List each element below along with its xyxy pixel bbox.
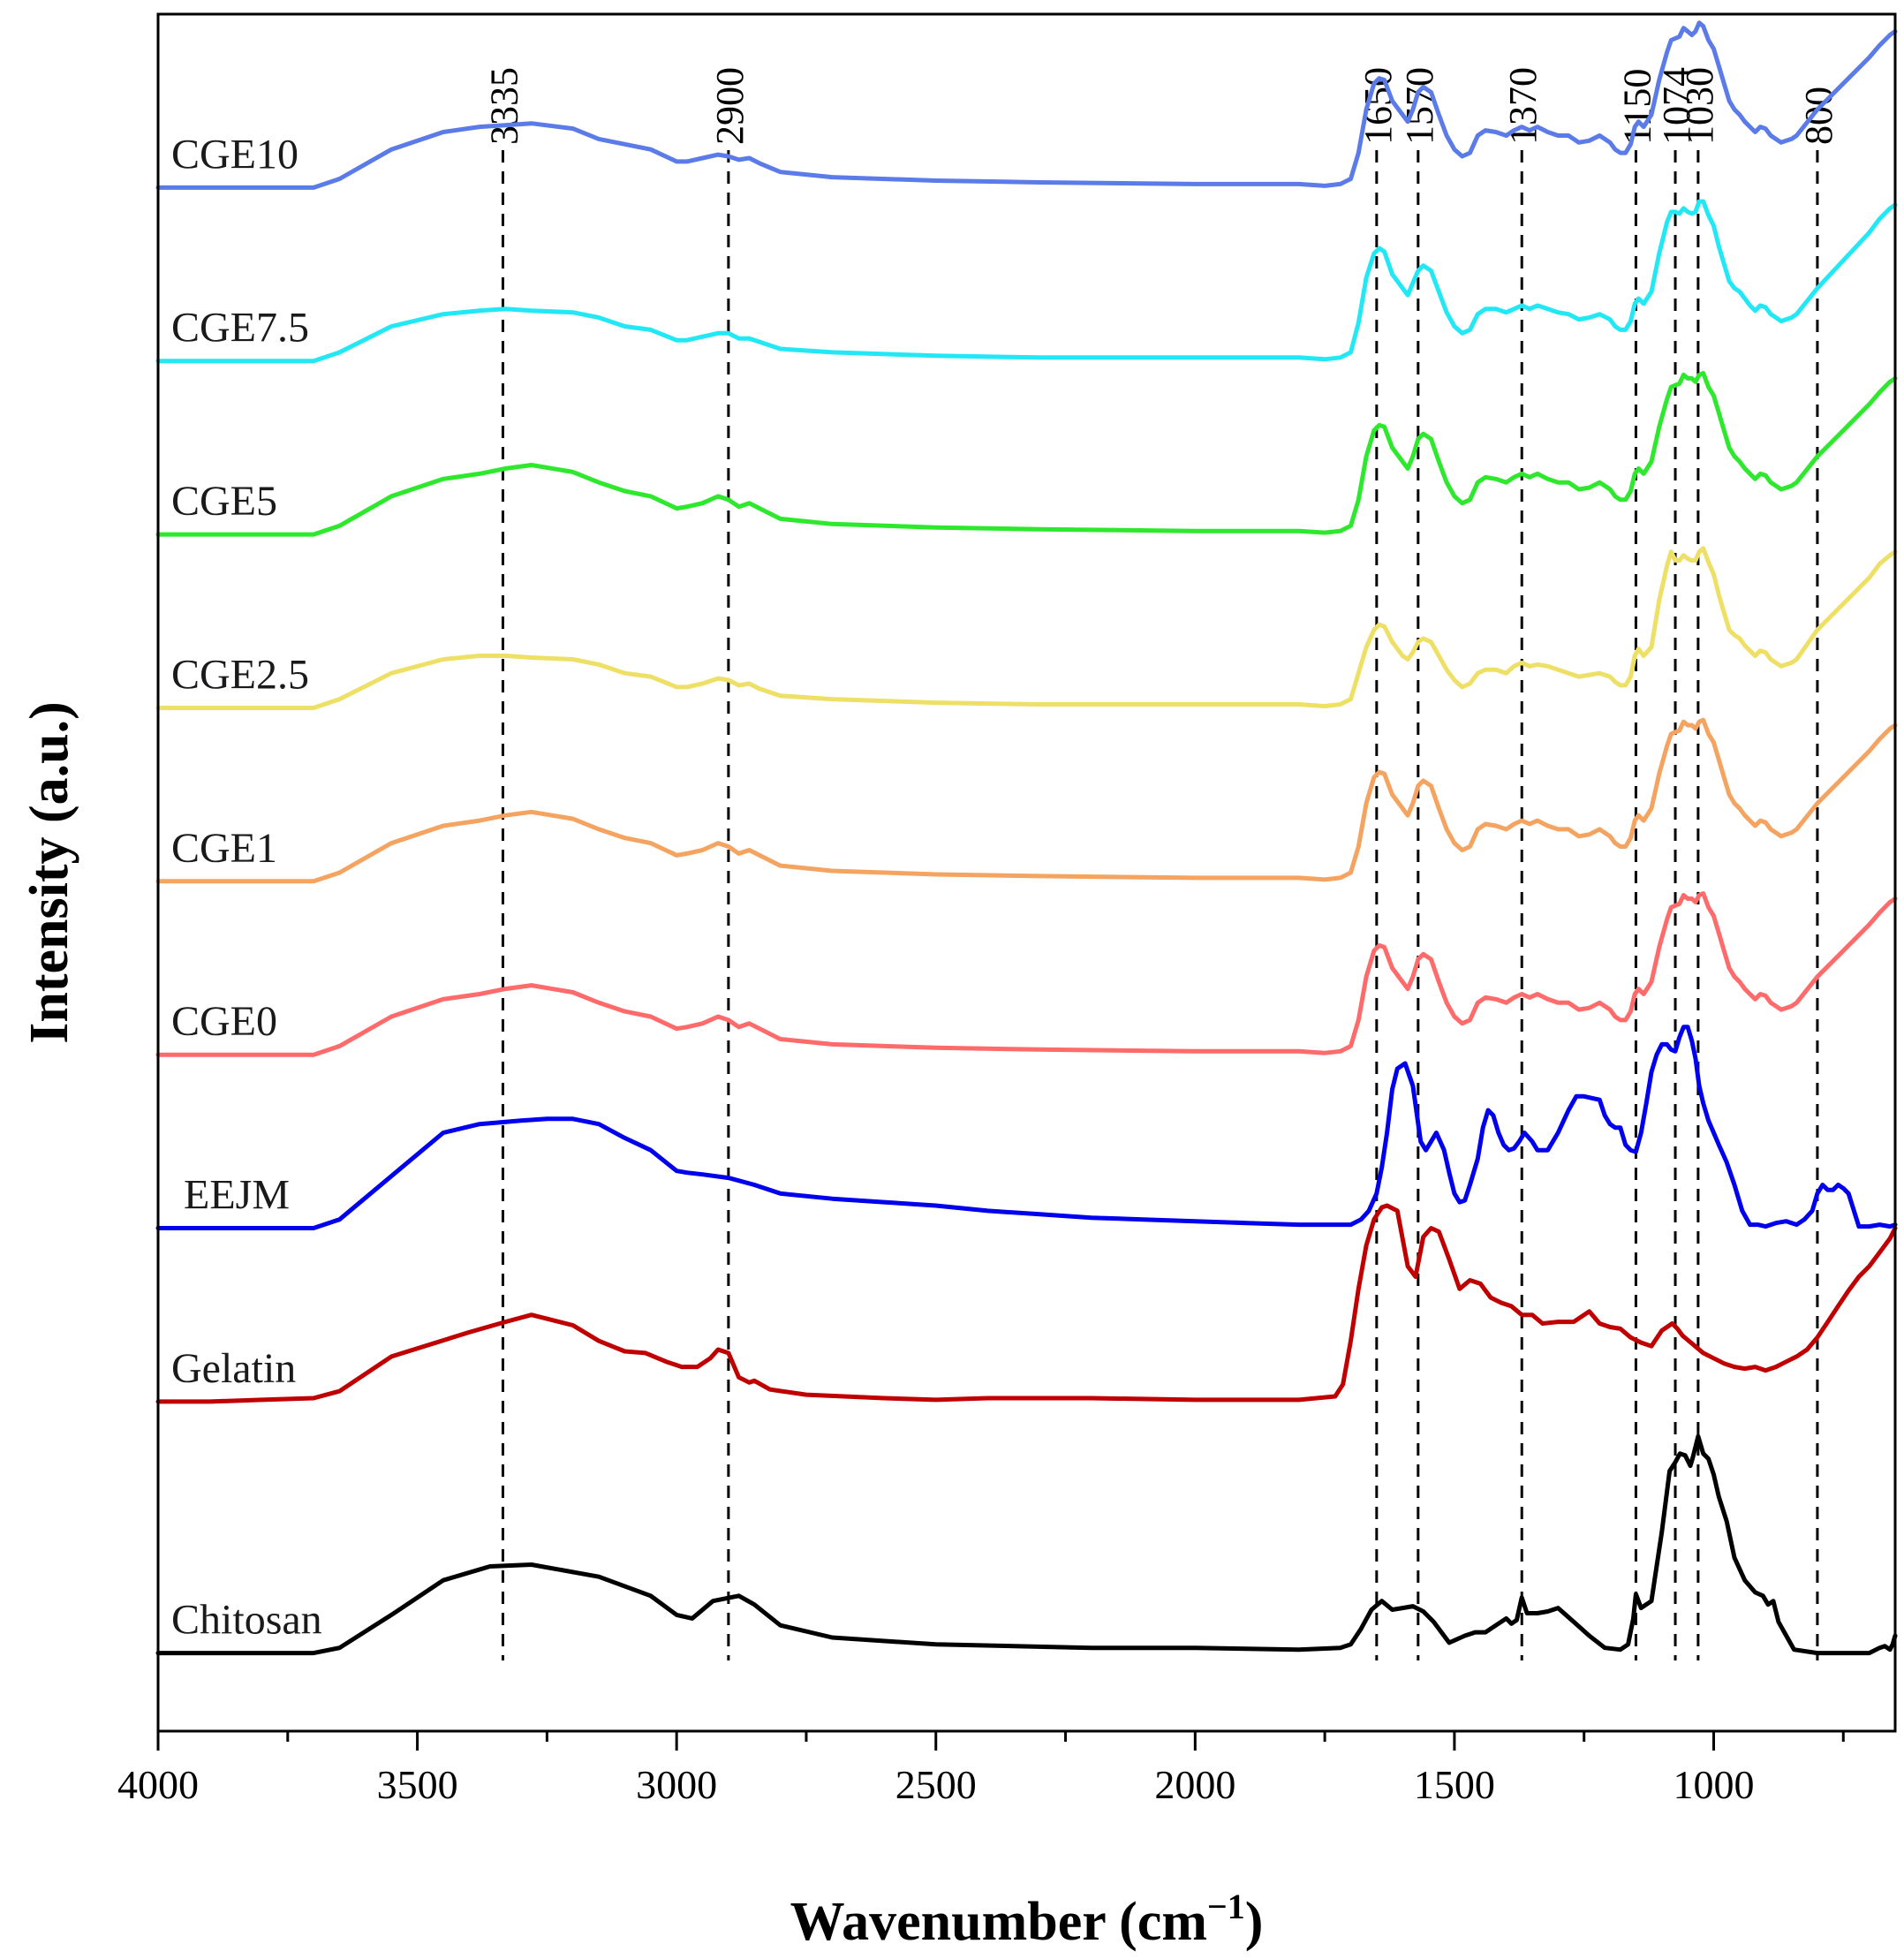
x-axis-label-main: Wavenumber (cm <box>790 1892 1207 1952</box>
series-line <box>155 546 1898 710</box>
series-label: CGE2.5 <box>171 651 309 698</box>
reference-line-label: 1030 <box>1678 67 1721 145</box>
reference-line-label: 3335 <box>482 67 525 145</box>
plot-frame <box>156 12 1897 1733</box>
reference-line-label: 1074 <box>1655 67 1698 145</box>
x-tick-label: 3500 <box>377 1762 458 1807</box>
series-lines <box>155 20 1898 1656</box>
x-tick-label: 1000 <box>1673 1762 1754 1807</box>
x-axis: 4000 3500 3000 2500 2000 1500 1000 <box>117 1731 1845 1807</box>
series-line <box>155 1025 1898 1230</box>
series-labels: Chitosan Gelatin EEJM CGE0 CGE1 CGE2.5 CGE5 CGE… <box>171 131 322 1643</box>
series-line <box>155 1433 1898 1656</box>
series-line <box>155 717 1898 884</box>
series-line <box>155 1203 1898 1404</box>
x-tick-label: 4000 <box>117 1762 199 1807</box>
series-line <box>155 20 1898 190</box>
series-label: EEJM <box>184 1172 290 1219</box>
x-axis-label-superscript: −1 <box>1207 1887 1245 1926</box>
series-label: CGE7.5 <box>171 305 309 352</box>
x-tick-label: 1500 <box>1414 1762 1495 1807</box>
series-label: CGE1 <box>171 825 277 872</box>
series-line <box>155 199 1898 364</box>
x-axis-label: Wavenumber (cm−1) <box>790 1887 1264 1952</box>
x-axis-label-close: ) <box>1245 1892 1264 1952</box>
series-label: CGE0 <box>171 998 277 1045</box>
x-tick-label: 3000 <box>636 1762 717 1807</box>
reference-line-label: 2900 <box>708 67 752 145</box>
y-axis-label: Intensity (a.u.) <box>19 701 79 1044</box>
series-label: Gelatin <box>171 1345 296 1392</box>
series-label: CGE10 <box>171 131 298 178</box>
x-tick-label: 2500 <box>895 1762 977 1807</box>
series-line <box>155 371 1898 537</box>
x-tick-label: 2000 <box>1154 1762 1235 1807</box>
series-line <box>155 891 1898 1057</box>
series-label: Chitosan <box>171 1597 322 1644</box>
series-label: CGE5 <box>171 478 277 525</box>
